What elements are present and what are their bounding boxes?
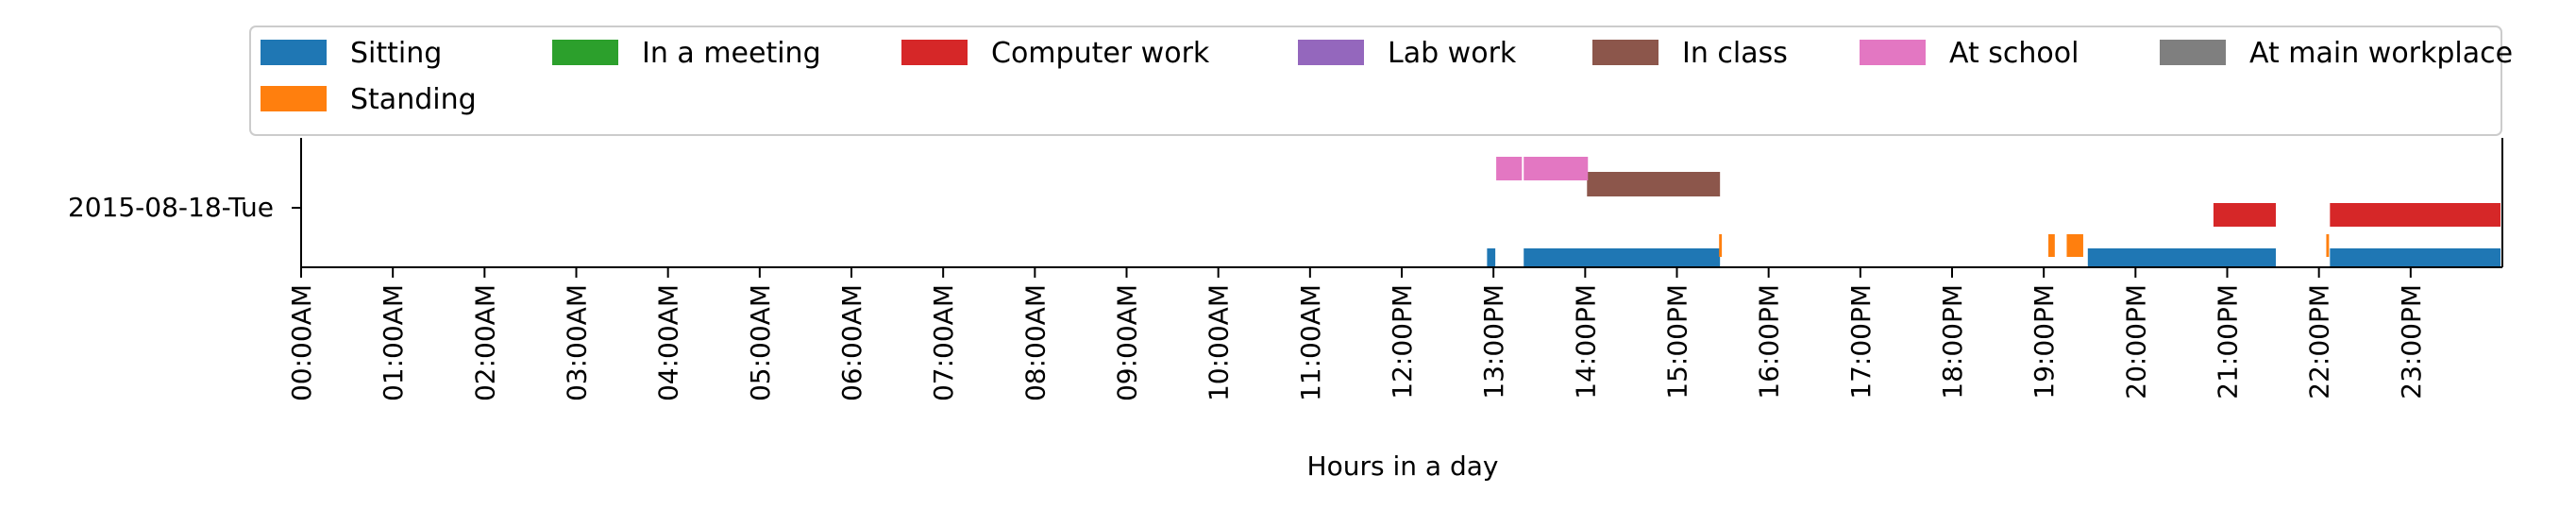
in-class-legend-label: In class <box>1682 37 1788 70</box>
sitting-bar <box>1487 248 1496 267</box>
computer-work-legend-swatch <box>901 40 968 65</box>
standing-legend-label: Standing <box>350 83 477 116</box>
in-class-bar <box>1587 172 1721 196</box>
x-tick-label: 08:00AM <box>1019 284 1051 401</box>
y-axis: 2015-08-18-Tue <box>68 192 301 223</box>
computer-work-legend-label: Computer work <box>991 37 1210 70</box>
x-tick-label: 13:00PM <box>1478 284 1509 400</box>
legend-frame <box>249 26 2502 136</box>
plot-area <box>300 138 2503 268</box>
standing-bar <box>2048 234 2055 257</box>
x-tick-label: 05:00AM <box>745 284 776 401</box>
sitting-bar <box>1524 248 1721 267</box>
lab-work-legend-label: Lab work <box>1388 37 1517 70</box>
sitting-bar <box>2330 248 2501 267</box>
computer-work-bar <box>2213 203 2276 227</box>
x-tick-label: 04:00AM <box>653 284 684 401</box>
x-tick-label: 20:00PM <box>2120 284 2151 400</box>
sitting-bar <box>2087 248 2276 267</box>
x-tick-label: 16:00PM <box>1754 284 1785 400</box>
in-a-meeting-legend-label: In a meeting <box>642 37 821 70</box>
at-main-workplace-legend-swatch <box>2160 40 2226 65</box>
x-tick-label: 19:00PM <box>2029 284 2060 400</box>
x-tick-label: 07:00AM <box>928 284 959 401</box>
at-school-legend-swatch <box>1860 40 1926 65</box>
at-school-bar <box>1524 157 1589 180</box>
in-class-legend-swatch <box>1592 40 1658 65</box>
x-tick-label: 09:00AM <box>1112 284 1143 401</box>
standing-bar <box>2326 234 2330 257</box>
sitting-legend-label: Sitting <box>350 37 442 70</box>
lab-work-legend-swatch <box>1298 40 1364 65</box>
x-tick-label: 10:00AM <box>1204 284 1235 401</box>
x-tick-label: 06:00AM <box>836 284 867 401</box>
x-tick-label: 14:00PM <box>1570 284 1601 400</box>
standing-legend-swatch <box>261 86 327 111</box>
x-tick-label: 03:00AM <box>562 284 593 401</box>
x-tick-label: 15:00PM <box>1662 284 1693 400</box>
legend: Sitting In a meeting Computer work Lab work… <box>249 26 2513 136</box>
x-tick-label: 01:00AM <box>378 284 409 401</box>
standing-bar <box>2066 234 2083 257</box>
x-tick-label: 02:00AM <box>469 284 500 401</box>
x-tick-label: 22:00PM <box>2304 284 2335 400</box>
x-tick-label: 18:00PM <box>1937 284 1968 400</box>
standing-bar <box>1719 234 1723 257</box>
in-a-meeting-legend-swatch <box>552 40 618 65</box>
date-label: 2015-08-18-Tue <box>68 192 274 223</box>
x-tick-label: 23:00PM <box>2396 284 2427 400</box>
x-axis: 00:00AM 01:00AM 02:00AM 03:00AM 04:00AM 05:00… <box>286 267 2427 401</box>
at-school-bar <box>1496 157 1523 180</box>
at-school-legend-label: At school <box>1949 37 2079 70</box>
computer-work-bar <box>2330 203 2501 227</box>
x-tick-label: 11:00AM <box>1295 284 1326 401</box>
sitting-legend-swatch <box>261 40 327 65</box>
at-main-workplace-legend-label: At main workplace <box>2249 37 2513 70</box>
x-tick-label: 00:00AM <box>286 284 317 401</box>
x-tick-label: 12:00PM <box>1387 284 1418 400</box>
x-tick-label: 17:00PM <box>1845 284 1877 400</box>
x-axis-label: Hours in a day <box>1307 450 1499 482</box>
x-tick-label: 21:00PM <box>2213 284 2244 400</box>
